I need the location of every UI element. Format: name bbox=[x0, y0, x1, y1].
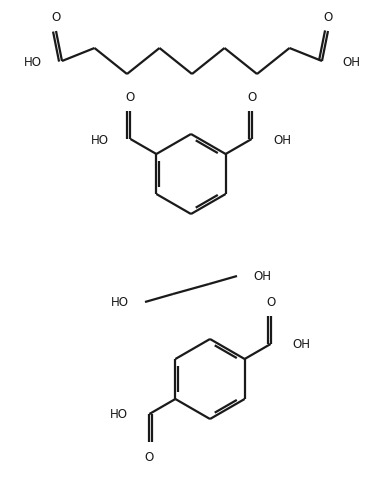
Text: OH: OH bbox=[342, 55, 360, 68]
Text: OH: OH bbox=[293, 338, 311, 351]
Text: OH: OH bbox=[253, 270, 271, 283]
Text: O: O bbox=[323, 11, 332, 24]
Text: O: O bbox=[145, 450, 154, 463]
Text: HO: HO bbox=[24, 55, 42, 68]
Text: O: O bbox=[247, 91, 256, 104]
Text: OH: OH bbox=[273, 133, 291, 146]
Text: HO: HO bbox=[110, 408, 128, 421]
Text: HO: HO bbox=[111, 296, 129, 309]
Text: O: O bbox=[126, 91, 135, 104]
Text: HO: HO bbox=[90, 133, 108, 146]
Text: O: O bbox=[266, 295, 275, 308]
Text: O: O bbox=[51, 11, 61, 24]
